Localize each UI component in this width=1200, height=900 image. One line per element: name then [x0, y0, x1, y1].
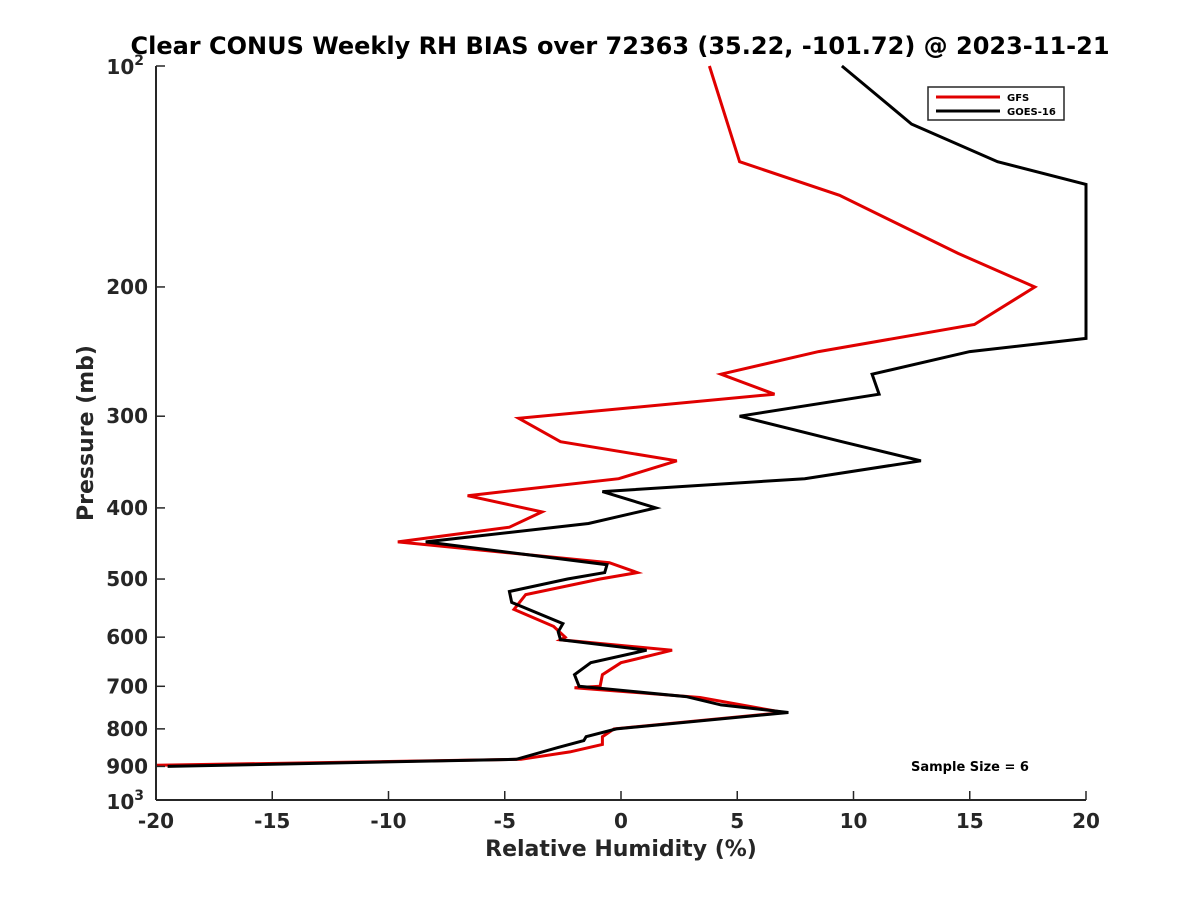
sample-size-annotation: Sample Size = 6: [911, 760, 1029, 775]
y-tick-label: 500: [106, 567, 148, 591]
y-tick-label-bottom: 103: [106, 788, 144, 814]
legend-box: [927, 86, 1065, 121]
series-line-goes16: [167, 64, 1088, 768]
x-tick-label: -10: [370, 809, 406, 833]
legend-label-goes16: GOES-16: [1007, 107, 1056, 118]
legend-label-gfs: GFS: [1007, 93, 1029, 104]
x-tick-label: 15: [956, 809, 984, 833]
x-tick-label: -15: [254, 809, 290, 833]
x-ticks: -20 -15 -10 -5 0 5 10 15 20: [138, 791, 1100, 833]
x-tick-label: -5: [494, 809, 516, 833]
x-tick-label: 5: [730, 809, 744, 833]
y-tick-label: 800: [106, 717, 148, 741]
y-axis-label: Pressure (mb): [74, 345, 99, 521]
x-tick-label: -20: [138, 809, 174, 833]
x-tick-label: 20: [1072, 809, 1100, 833]
y-tick-label: 600: [106, 625, 148, 649]
chart-title: Clear CONUS Weekly RH BIAS over 72363 (3…: [130, 32, 1109, 60]
y-tick-label-top: 102: [106, 53, 144, 79]
x-tick-label: 10: [840, 809, 868, 833]
y-tick-label: 200: [106, 275, 148, 299]
y-ticks: 200 300 400 500 600 700 800 900: [106, 65, 165, 801]
x-axis-label: Relative Humidity (%): [485, 837, 757, 862]
series-lines: [155, 64, 1088, 768]
y-tick-label: 700: [106, 674, 148, 698]
legend: GFS GOES-16: [927, 86, 1065, 121]
x-tick-label: 0: [614, 809, 628, 833]
y-tick-label: 300: [106, 404, 148, 428]
y-tick-label: 900: [106, 754, 148, 778]
y-tick-label: 400: [106, 496, 148, 520]
